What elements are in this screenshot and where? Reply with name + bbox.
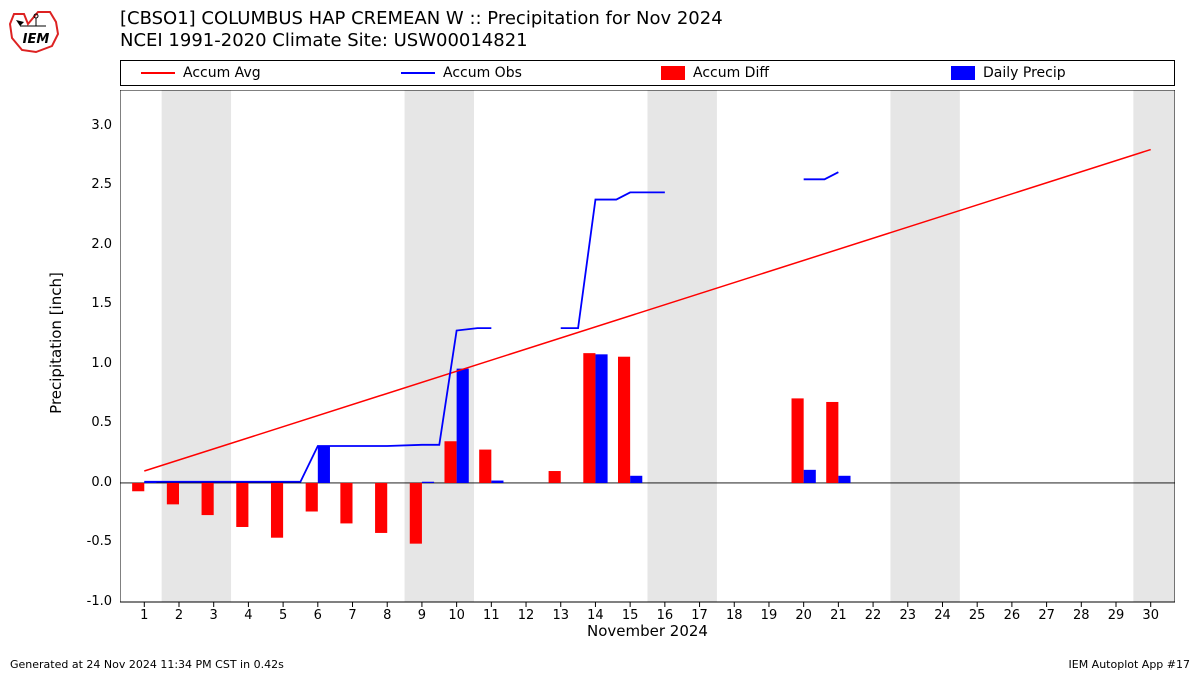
x-axis-label: November 2024 xyxy=(120,622,1175,640)
x-tick-label: 5 xyxy=(273,608,293,623)
legend-rect-swatch xyxy=(951,66,975,80)
x-tick-label: 26 xyxy=(1002,608,1022,623)
footer-app: IEM Autoplot App #17 xyxy=(1069,658,1191,671)
x-tick-label: 20 xyxy=(794,608,814,623)
x-tick-label: 4 xyxy=(238,608,258,623)
x-tick-label: 18 xyxy=(724,608,744,623)
x-tick-label: 21 xyxy=(828,608,848,623)
y-tick-label: -0.5 xyxy=(72,534,112,549)
y-tick-label: -1.0 xyxy=(72,594,112,609)
y-tick-label: 3.0 xyxy=(72,118,112,133)
y-tick-label: 0.5 xyxy=(72,415,112,430)
svg-text:IEM: IEM xyxy=(23,32,50,47)
x-tick-label: 22 xyxy=(863,608,883,623)
x-tick-label: 6 xyxy=(308,608,328,623)
x-tick-label: 1 xyxy=(134,608,154,623)
y-tick-label: 0.0 xyxy=(72,475,112,490)
chart-subtitle: NCEI 1991-2020 Climate Site: USW00014821 xyxy=(120,30,528,51)
x-tick-label: 24 xyxy=(932,608,952,623)
y-tick-label: 1.5 xyxy=(72,296,112,311)
legend: Accum Avg Accum Obs Accum Diff Daily Precip xyxy=(120,60,1175,86)
footer-generated: Generated at 24 Nov 2024 11:34 PM CST in… xyxy=(10,658,284,671)
x-tick-label: 25 xyxy=(967,608,987,623)
x-tick-label: 29 xyxy=(1106,608,1126,623)
x-tick-label: 19 xyxy=(759,608,779,623)
x-tick-label: 12 xyxy=(516,608,536,623)
legend-item: Accum Diff xyxy=(661,65,769,81)
x-tick-label: 13 xyxy=(551,608,571,623)
legend-item: Accum Obs xyxy=(401,65,522,81)
chart-title: [CBSO1] COLUMBUS HAP CREMEAN W :: Precip… xyxy=(120,8,723,29)
page: IEM [CBSO1] COLUMBUS HAP CREMEAN W :: Pr… xyxy=(0,0,1200,675)
x-tick-label: 16 xyxy=(655,608,675,623)
legend-item: Accum Avg xyxy=(141,65,261,81)
legend-line-swatch xyxy=(141,72,175,74)
y-tick-label: 1.0 xyxy=(72,356,112,371)
x-tick-label: 15 xyxy=(620,608,640,623)
x-tick-label: 3 xyxy=(204,608,224,623)
y-tick-label: 2.0 xyxy=(72,237,112,252)
x-tick-label: 2 xyxy=(169,608,189,623)
y-tick-label: 2.5 xyxy=(72,177,112,192)
legend-item: Daily Precip xyxy=(951,65,1066,81)
y-axis-label: Precipitation [inch] xyxy=(47,272,65,414)
x-tick-label: 9 xyxy=(412,608,432,623)
x-tick-label: 30 xyxy=(1141,608,1161,623)
x-tick-label: 27 xyxy=(1037,608,1057,623)
x-tick-label: 23 xyxy=(898,608,918,623)
legend-line-swatch xyxy=(401,72,435,74)
legend-label: Accum Diff xyxy=(693,65,769,81)
iem-logo: IEM xyxy=(6,6,66,56)
legend-label: Accum Avg xyxy=(183,65,261,81)
x-tick-label: 10 xyxy=(447,608,467,623)
x-tick-label: 7 xyxy=(343,608,363,623)
x-tick-label: 17 xyxy=(690,608,710,623)
legend-label: Daily Precip xyxy=(983,65,1066,81)
plot-area: Accum Avg Accum Obs Accum Diff Daily Precip… xyxy=(120,60,1175,625)
x-tick-label: 8 xyxy=(377,608,397,623)
x-tick-label: 14 xyxy=(585,608,605,623)
x-tick-label: 28 xyxy=(1071,608,1091,623)
legend-label: Accum Obs xyxy=(443,65,522,81)
x-tick-label: 11 xyxy=(481,608,501,623)
legend-rect-swatch xyxy=(661,66,685,80)
